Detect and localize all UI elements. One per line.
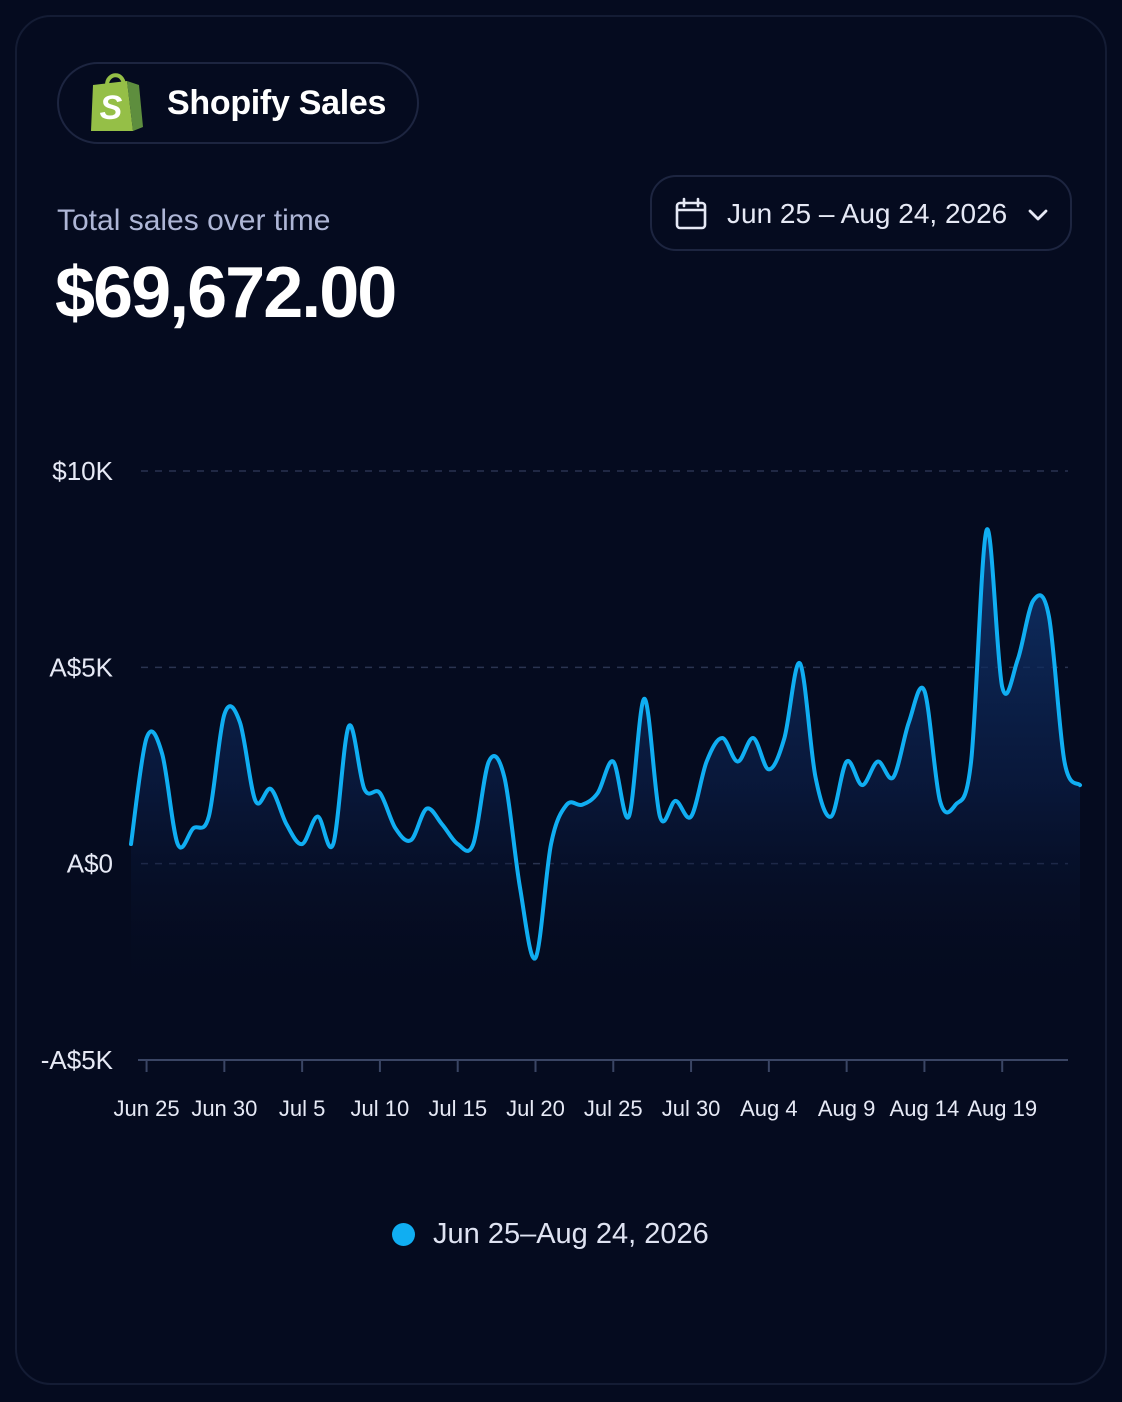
legend-swatch bbox=[392, 1223, 415, 1246]
chart-subtitle: Total sales over time bbox=[57, 204, 331, 237]
x-tick-label: Jul 5 bbox=[279, 1096, 325, 1121]
x-tick-label: Jul 15 bbox=[428, 1096, 487, 1121]
chevron-down-icon bbox=[1028, 209, 1048, 221]
x-tick-label: Jul 20 bbox=[506, 1096, 565, 1121]
series-area-fill bbox=[131, 529, 1080, 1000]
svg-text:S: S bbox=[100, 89, 123, 127]
x-tick-label: Aug 4 bbox=[740, 1096, 798, 1121]
x-tick-label: Aug 9 bbox=[818, 1096, 876, 1121]
series-layer bbox=[129, 527, 1082, 1000]
x-axis-ticks: Jun 25 Jun 30 Jul 5 Jul 10 Jul 15 Jul 20 Jul 2… bbox=[114, 1060, 1037, 1121]
x-tick-label: Jun 25 bbox=[114, 1096, 180, 1121]
x-tick-label: Jul 30 bbox=[662, 1096, 721, 1121]
y-tick-label: $10K bbox=[52, 456, 113, 486]
date-range-dropdown[interactable]: Jun 25 – Aug 24, 2026 bbox=[650, 175, 1072, 251]
shopify-bag-icon: S bbox=[91, 73, 143, 131]
x-tick-label: Aug 14 bbox=[890, 1096, 960, 1121]
y-tick-label: A$0 bbox=[67, 849, 113, 879]
x-tick-label: Jul 25 bbox=[584, 1096, 643, 1121]
legend-label: Jun 25–Aug 24, 2026 bbox=[433, 1218, 709, 1250]
x-tick-label: Aug 19 bbox=[967, 1096, 1037, 1121]
y-axis-ticks: $10K A$5K A$0 -A$5K bbox=[41, 456, 114, 1075]
x-tick-label: Jul 10 bbox=[351, 1096, 410, 1121]
y-tick-label: A$5K bbox=[49, 652, 113, 682]
x-tick-label: Jun 30 bbox=[191, 1096, 257, 1121]
total-sales-value: $69,672.00 bbox=[55, 253, 397, 333]
y-tick-label: -A$5K bbox=[41, 1045, 114, 1075]
app-badge: S Shopify Sales bbox=[57, 62, 419, 144]
series-line bbox=[129, 527, 1082, 961]
date-range-label: Jun 25 – Aug 24, 2026 bbox=[727, 198, 1008, 229]
chart-legend: Jun 25–Aug 24, 2026 bbox=[392, 1218, 709, 1251]
calendar-icon bbox=[675, 197, 707, 230]
app-name: Shopify Sales bbox=[167, 84, 387, 122]
